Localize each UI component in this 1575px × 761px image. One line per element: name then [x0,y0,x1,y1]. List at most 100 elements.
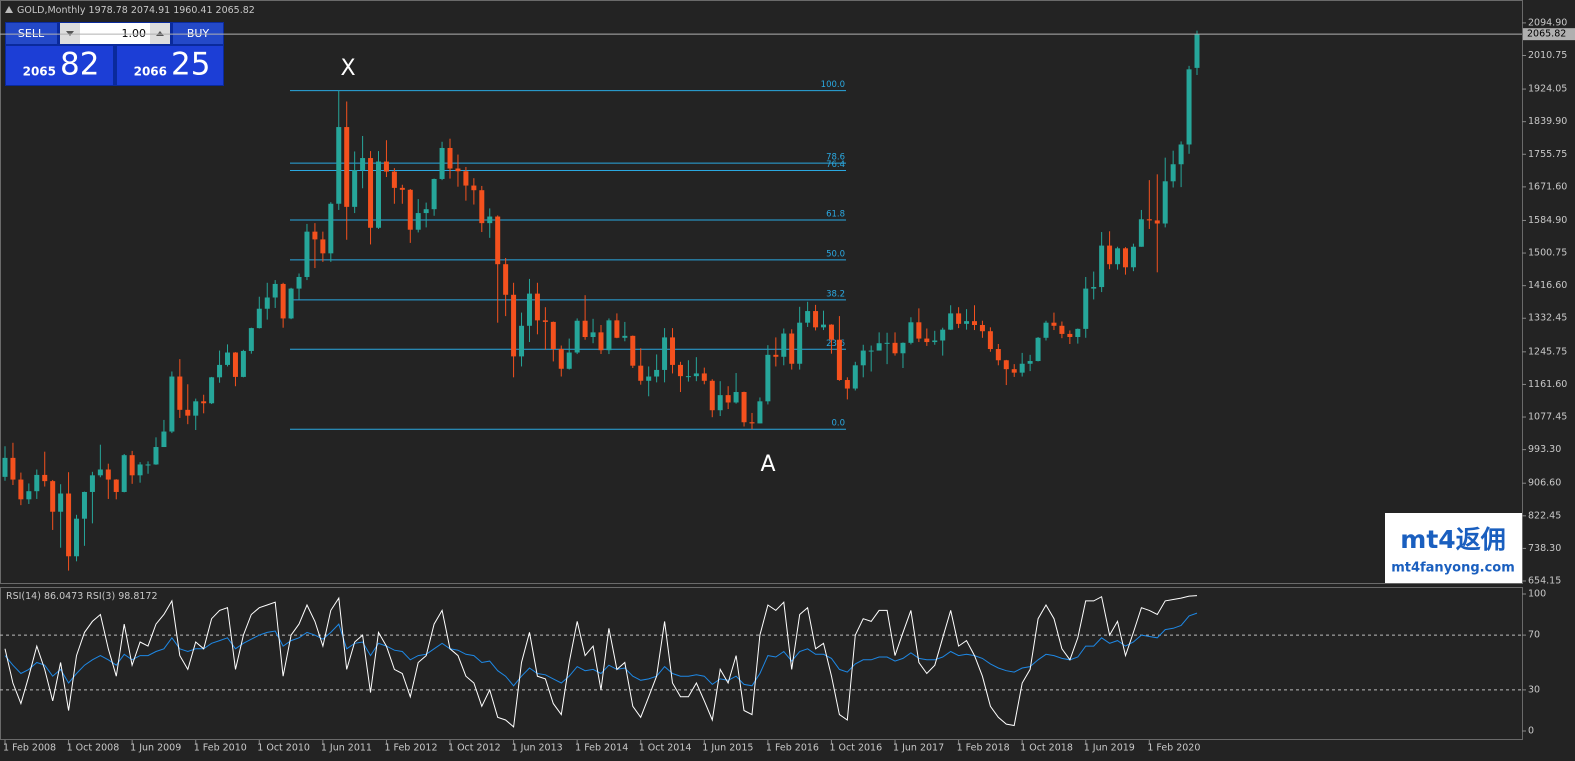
price-tag-label: 2065.82 [1527,29,1566,40]
candle-body [558,349,564,369]
candle-body [240,350,246,377]
candle-body [1091,287,1097,289]
candle-body [662,337,668,370]
buy-button[interactable] [173,23,223,44]
candle-body [622,335,628,338]
candle-body [836,339,842,381]
x-tick-label: 1 Feb 2008 [3,743,56,754]
sell-button[interactable] [6,23,57,44]
candle-body [916,322,922,339]
x-tick-label: 1 Jun 2011 [321,743,372,754]
x-tick-label: 1 Feb 2020 [1147,743,1200,754]
bid-box[interactable] [6,46,113,85]
candle-body [805,311,811,323]
candle-body [979,325,985,332]
candle-body [368,158,374,228]
candle-body [828,324,834,340]
x-tick-label: 1 Oct 2018 [1020,743,1073,754]
candle-body [1043,322,1049,338]
x-tick-label: 1 Jun 2015 [702,743,753,754]
candle-body [463,171,469,186]
watermark-site: mt4fanyong.com [1391,561,1515,576]
fib-label: 61.8 [826,209,845,219]
candle-body [352,170,358,207]
rsi-pane-border [0,587,1523,740]
rsi-legend: RSI(14) 86.0473 RSI(3) 98.8172 [6,591,158,602]
candle-body [280,283,286,319]
watermark-bg [1385,513,1522,583]
candle-body [2,457,8,477]
candle-body [455,168,461,172]
candle-body [153,447,159,465]
x-tick-label: 1 Jun 2013 [512,743,563,754]
candle-body [383,161,389,172]
trade-panel: SELL 1.00 BUY 2065 82 2066 25 [5,22,224,86]
candle-body [749,422,755,424]
candle-body [987,331,993,350]
candle-body [511,294,517,357]
candle-body [646,376,652,381]
legend-name: RSI(14) [6,591,41,602]
x-tick-label: 1 Jun 2009 [130,743,181,754]
y-tick-label: 1839.90 [1528,116,1567,127]
y-tick-label: 738.30 [1528,543,1561,554]
candle-body [1162,181,1168,224]
y-tick-label: 2094.90 [1528,17,1567,28]
header-field: 2074.91 [131,5,170,16]
candle-body [344,127,350,207]
candle-body [685,376,691,378]
candle-body [1035,337,1041,362]
candle-body [26,491,32,500]
candle-body [217,364,223,378]
collapse-icon[interactable] [5,6,13,13]
candle-body [995,349,1001,361]
x-tick-label: 1 Jun 2019 [1084,743,1135,754]
candle-body [606,320,612,351]
candle-body [1099,245,1105,288]
ask-box[interactable] [117,46,223,85]
candle-body [717,395,723,411]
candle-body [50,481,56,512]
candle-body [773,354,779,357]
candle-body [129,455,135,476]
candle-body [105,469,111,480]
candle-body [884,342,890,344]
fib-label: 76.4 [826,160,845,170]
candle-body [1154,220,1160,224]
candle-body [487,216,493,224]
candle-body [900,342,906,354]
candle-body [74,518,80,557]
candle-body [964,321,970,324]
legend-value: 86.0473 [44,591,83,602]
candle-body [431,178,437,210]
candle-body [852,365,858,389]
y-tick-label: 1077.45 [1528,412,1567,423]
candle-body [256,308,262,329]
candle-body [550,321,556,350]
lot-input[interactable] [80,23,150,44]
ask-big: 2066 [134,65,167,79]
y-tick-label: 1161.60 [1528,379,1567,390]
candle-body [447,147,453,169]
candle-body [232,352,238,377]
x-tick-label: 1 Feb 2014 [575,743,628,754]
candle-body [614,320,620,338]
candle-body [439,147,445,179]
candle-body [956,313,962,324]
candle-body [534,293,540,321]
candle-body [81,491,87,519]
rsi-line [4,595,1198,728]
candle-body [741,392,747,423]
candle-body [1178,144,1184,165]
candle-body [1146,219,1152,221]
candle-body [193,401,199,416]
candle-body [399,187,405,190]
candle-body [18,479,24,500]
candle-body [519,325,525,357]
x-tick-label: 1 Feb 2016 [766,743,819,754]
header-field: GOLD,Monthly [17,5,86,16]
y-tick-label: 1416.60 [1528,280,1567,291]
